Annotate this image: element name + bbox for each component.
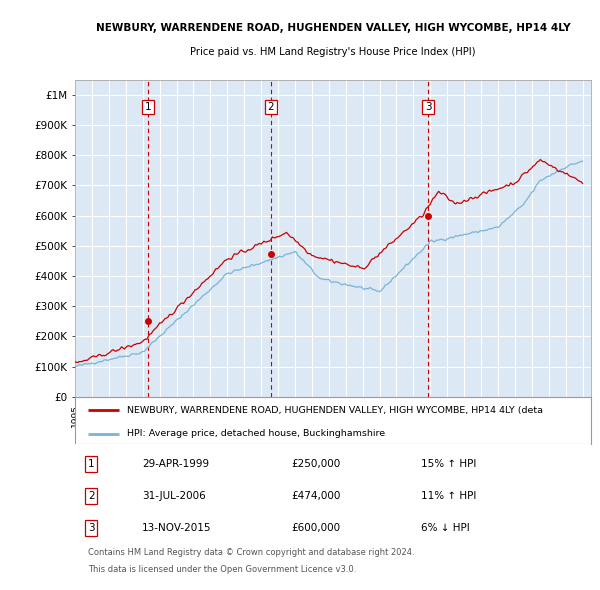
Text: NEWBURY, WARRENDENE ROAD, HUGHENDEN VALLEY, HIGH WYCOMBE, HP14 4LY: NEWBURY, WARRENDENE ROAD, HUGHENDEN VALL… [95,24,571,33]
Text: 2: 2 [268,102,274,112]
Text: 13-NOV-2015: 13-NOV-2015 [142,523,212,533]
Text: 3: 3 [425,102,431,112]
Text: 2: 2 [88,491,95,501]
Text: HPI: Average price, detached house, Buckinghamshire: HPI: Average price, detached house, Buck… [127,430,385,438]
Text: £474,000: £474,000 [292,491,341,501]
Text: 3: 3 [88,523,95,533]
Text: £600,000: £600,000 [292,523,341,533]
Text: NEWBURY, WARRENDENE ROAD, HUGHENDEN VALLEY, HIGH WYCOMBE, HP14 4LY (deta: NEWBURY, WARRENDENE ROAD, HUGHENDEN VALL… [127,406,542,415]
Text: 6% ↓ HPI: 6% ↓ HPI [421,523,469,533]
Text: 31-JUL-2006: 31-JUL-2006 [142,491,206,501]
Text: 29-APR-1999: 29-APR-1999 [142,459,209,469]
Text: 11% ↑ HPI: 11% ↑ HPI [421,491,476,501]
Text: £250,000: £250,000 [292,459,341,469]
Text: 1: 1 [145,102,151,112]
Text: This data is licensed under the Open Government Licence v3.0.: This data is licensed under the Open Gov… [88,565,356,574]
Text: 1: 1 [88,459,95,469]
Text: Price paid vs. HM Land Registry's House Price Index (HPI): Price paid vs. HM Land Registry's House … [190,47,476,57]
Text: 15% ↑ HPI: 15% ↑ HPI [421,459,476,469]
Text: Contains HM Land Registry data © Crown copyright and database right 2024.: Contains HM Land Registry data © Crown c… [88,548,415,557]
